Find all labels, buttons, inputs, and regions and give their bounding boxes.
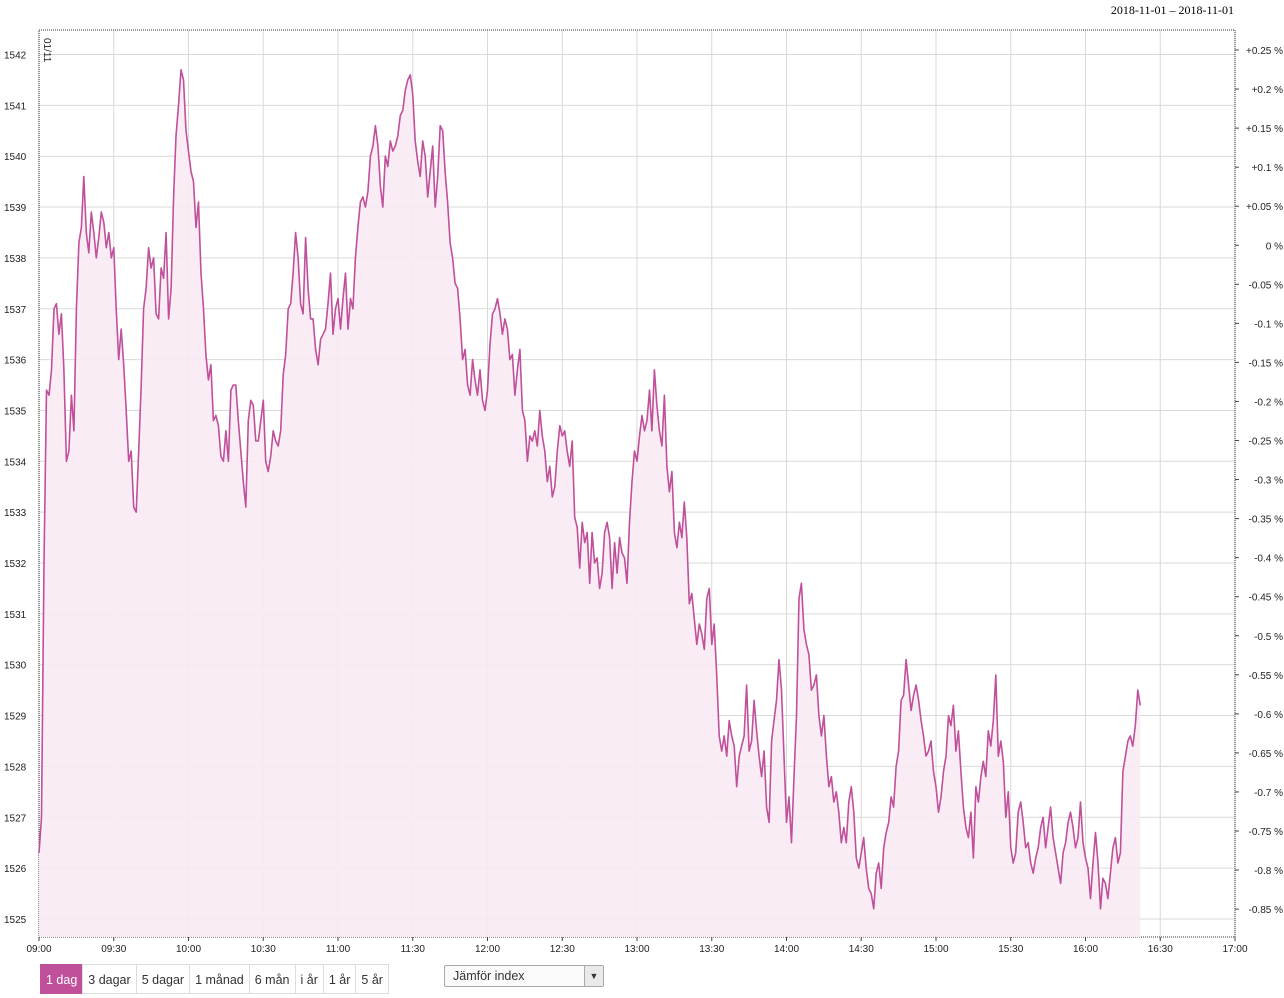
y2-tick-label: -0.75 %	[1249, 827, 1284, 838]
y-tick-label: 1527	[4, 813, 27, 824]
y2-tick-label: -0.65 %	[1249, 749, 1284, 760]
period-controls: 1 dag 3 dagar 5 dagar 1 månad 6 mån i år 1 år 5…	[40, 964, 389, 994]
period-button[interactable]: 6 mån	[248, 964, 296, 994]
period-button[interactable]: 1 månad	[189, 964, 250, 994]
y2-tick-label: -0.2 %	[1254, 397, 1283, 408]
y2-tick-label: -0.1 %	[1254, 319, 1283, 330]
y2-tick-label: -0.7 %	[1254, 788, 1283, 799]
y2-tick-label: -0.4 %	[1254, 554, 1283, 565]
y2-tick-label: -0.6 %	[1254, 710, 1283, 721]
y2-tick-label: -0.3 %	[1254, 476, 1283, 487]
x-tick-label: 13:30	[699, 944, 724, 955]
y-tick-label: 1533	[4, 508, 27, 519]
x-tick-label: 11:00	[326, 944, 351, 955]
compare-index-select[interactable]: Jämför index ▼	[444, 965, 604, 987]
x-tick-label: 13:00	[624, 944, 649, 955]
period-button[interactable]: 3 dagar	[82, 964, 137, 994]
y2-tick-label: -0.45 %	[1249, 593, 1284, 604]
y-tick-label: 1531	[4, 610, 27, 621]
y2-tick-label: -0.25 %	[1249, 437, 1284, 448]
y-axis-left: 1525 1526 1527 1528 1529 1530 1531 1532 1533 1534…	[4, 51, 27, 926]
y2-tick-label: +0.05 %	[1246, 202, 1283, 213]
chevron-down-icon[interactable]: ▼	[584, 966, 603, 986]
y-tick-label: 1541	[4, 101, 27, 112]
x-tick-label: 16:30	[1148, 944, 1173, 955]
period-button[interactable]: 5 dagar	[135, 964, 191, 994]
y2-tick-label: -0.55 %	[1249, 671, 1284, 682]
period-button[interactable]: 1 år	[322, 964, 357, 994]
y2-tick-label: -0.35 %	[1249, 515, 1284, 526]
date-marker: 01/11	[41, 38, 52, 63]
y-tick-label: 1538	[4, 254, 27, 265]
y2-tick-label: -0.05 %	[1249, 280, 1284, 291]
y2-tick-label: +0.15 %	[1246, 124, 1283, 135]
y2-tick-label: +0.25 %	[1246, 46, 1283, 57]
y2-tick-label: -0.15 %	[1249, 358, 1284, 369]
y-tick-label: 1525	[4, 915, 27, 926]
price-chart[interactable]: 1525 1526 1527 1528 1529 1530 1531 1532 1533 1534…	[0, 0, 1284, 960]
x-tick-label: 15:30	[998, 944, 1023, 955]
x-tick-label: 11:30	[401, 944, 426, 955]
y-tick-label: 1529	[4, 712, 27, 723]
x-tick-label: 14:00	[774, 944, 799, 955]
y-tick-label: 1526	[4, 864, 27, 875]
y-tick-label: 1530	[4, 661, 27, 672]
y-axis-right: +0.25 % +0.2 % +0.15 % +0.1 % +0.05 % 0 % -0.0…	[1235, 46, 1283, 916]
period-button[interactable]: 1 dag	[40, 964, 84, 994]
price-line	[38, 69, 1142, 910]
y2-tick-label: +0.2 %	[1252, 85, 1284, 96]
x-tick-label: 16:00	[1073, 944, 1098, 955]
y-tick-label: 1536	[4, 356, 27, 367]
x-tick-label: 12:00	[475, 944, 500, 955]
price-area-fill	[39, 69, 1141, 938]
y2-tick-label: -0.85 %	[1249, 905, 1284, 916]
x-tick-label: 14:30	[849, 944, 874, 955]
y2-tick-label: -0.5 %	[1254, 632, 1283, 643]
x-tick-label: 10:00	[176, 944, 201, 955]
period-button[interactable]: i år	[294, 964, 324, 994]
y-tick-label: 1534	[4, 457, 27, 468]
x-axis: 09:00 09:30 10:00 10:30 11:00 11:30 12:00 12:30…	[26, 937, 1248, 955]
y-tick-label: 1539	[4, 203, 27, 214]
y-tick-label: 1528	[4, 762, 27, 773]
x-tick-label: 10:30	[251, 944, 276, 955]
compare-index-label: Jämför index	[453, 969, 525, 983]
y-tick-label: 1535	[4, 406, 27, 417]
x-tick-label: 09:30	[101, 944, 126, 955]
x-tick-label: 17:00	[1222, 944, 1247, 955]
y2-tick-label: +0.1 %	[1252, 163, 1284, 174]
y-tick-label: 1532	[4, 559, 27, 570]
y-tick-label: 1540	[4, 152, 27, 163]
x-tick-label: 12:30	[550, 944, 575, 955]
y-tick-label: 1537	[4, 305, 27, 316]
y2-tick-label: -0.8 %	[1254, 866, 1283, 877]
x-tick-label: 09:00	[26, 944, 51, 955]
x-tick-label: 15:00	[923, 944, 948, 955]
y-tick-label: 1542	[4, 51, 27, 62]
y2-tick-label: 0 %	[1266, 241, 1283, 252]
date-range-label: 2018-11-01 – 2018-11-01	[1110, 3, 1234, 17]
period-button[interactable]: 5 år	[355, 964, 389, 994]
